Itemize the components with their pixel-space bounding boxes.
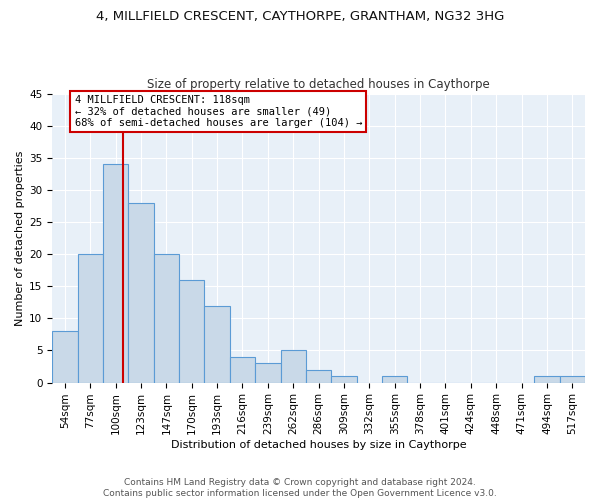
Bar xyxy=(52,331,77,382)
Y-axis label: Number of detached properties: Number of detached properties xyxy=(15,150,25,326)
Text: Contains HM Land Registry data © Crown copyright and database right 2024.
Contai: Contains HM Land Registry data © Crown c… xyxy=(103,478,497,498)
Text: 4, MILLFIELD CRESCENT, CAYTHORPE, GRANTHAM, NG32 3HG: 4, MILLFIELD CRESCENT, CAYTHORPE, GRANTH… xyxy=(96,10,504,23)
Bar xyxy=(255,364,281,382)
X-axis label: Distribution of detached houses by size in Caythorpe: Distribution of detached houses by size … xyxy=(171,440,466,450)
Bar xyxy=(230,357,255,382)
Bar xyxy=(205,306,230,382)
Title: Size of property relative to detached houses in Caythorpe: Size of property relative to detached ho… xyxy=(147,78,490,91)
Bar xyxy=(103,164,128,382)
Bar xyxy=(560,376,585,382)
Bar xyxy=(534,376,560,382)
Bar xyxy=(306,370,331,382)
Bar xyxy=(331,376,356,382)
Bar xyxy=(154,254,179,382)
Bar xyxy=(77,254,103,382)
Bar xyxy=(179,280,205,382)
Bar xyxy=(128,202,154,382)
Bar xyxy=(382,376,407,382)
Bar xyxy=(281,350,306,382)
Text: 4 MILLFIELD CRESCENT: 118sqm
← 32% of detached houses are smaller (49)
68% of se: 4 MILLFIELD CRESCENT: 118sqm ← 32% of de… xyxy=(74,95,362,128)
